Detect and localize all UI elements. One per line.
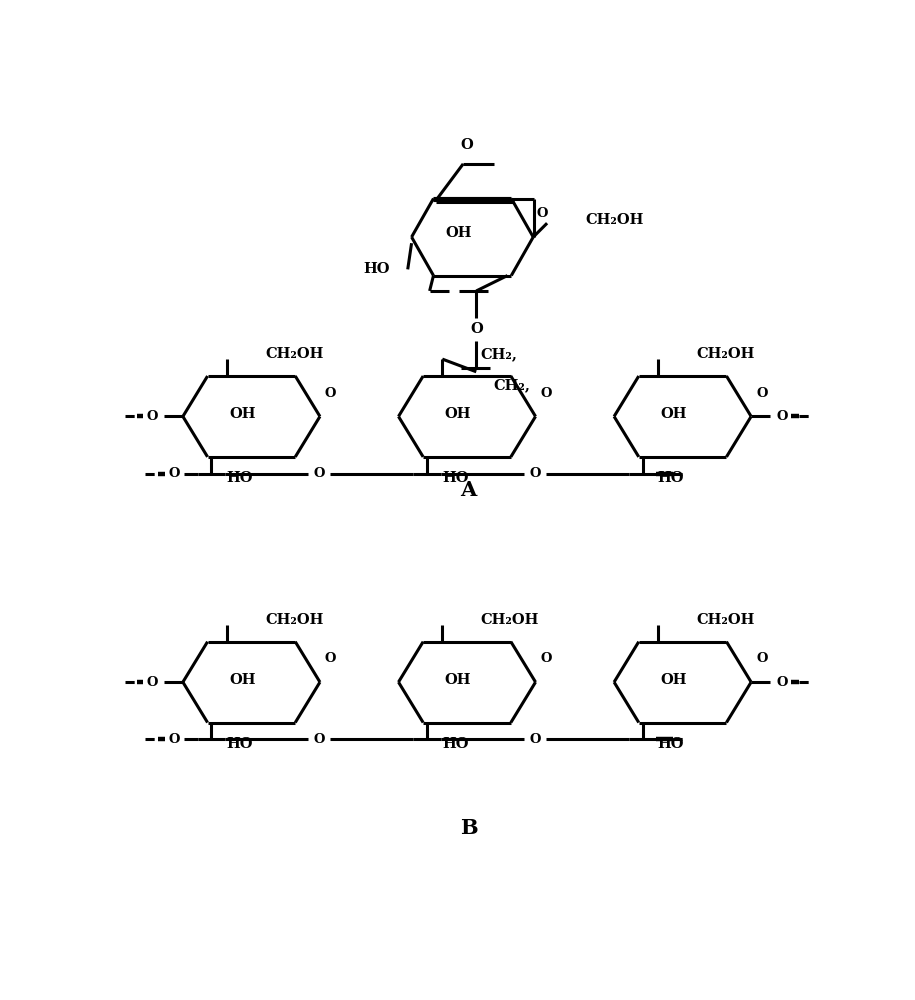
Text: CH₂,: CH₂, [493, 378, 530, 392]
Text: CH₂OH: CH₂OH [586, 213, 644, 227]
Text: OH: OH [660, 673, 686, 687]
Text: HO: HO [658, 737, 684, 751]
Text: O: O [537, 207, 548, 220]
Text: O: O [529, 733, 541, 746]
Text: OH: OH [660, 407, 686, 421]
Text: HO: HO [442, 471, 468, 485]
Text: B: B [459, 818, 478, 838]
Text: CH₂OH: CH₂OH [696, 347, 755, 361]
Text: O: O [146, 676, 157, 689]
Text: O: O [325, 652, 337, 666]
Text: O: O [541, 652, 552, 666]
Text: CH₂,: CH₂, [481, 347, 518, 361]
Text: OH: OH [446, 226, 472, 240]
Text: O: O [756, 652, 768, 666]
Text: O: O [776, 676, 788, 689]
Text: HO: HO [227, 471, 253, 485]
Text: CH₂OH: CH₂OH [265, 613, 324, 627]
Text: O: O [168, 733, 180, 746]
Text: HO: HO [227, 737, 253, 751]
Text: A: A [460, 480, 477, 500]
Text: CH₂OH: CH₂OH [481, 613, 539, 627]
Text: O: O [325, 387, 337, 400]
Text: O: O [146, 410, 157, 423]
Text: HO: HO [442, 737, 468, 751]
Text: HO: HO [658, 471, 684, 485]
Text: HO: HO [363, 262, 390, 276]
Text: O: O [460, 138, 473, 152]
Text: O: O [314, 733, 325, 746]
Text: OH: OH [445, 673, 471, 687]
Text: OH: OH [445, 407, 471, 421]
Text: O: O [314, 467, 325, 480]
Text: CH₂OH: CH₂OH [265, 347, 324, 361]
Text: O: O [529, 467, 541, 480]
Text: O: O [776, 410, 788, 423]
Text: O: O [541, 387, 552, 400]
Text: O: O [470, 322, 482, 336]
Text: OH: OH [229, 673, 255, 687]
Text: O: O [756, 387, 768, 400]
Text: OH: OH [229, 407, 255, 421]
Text: CH₂OH: CH₂OH [696, 613, 755, 627]
Text: O: O [168, 467, 180, 480]
